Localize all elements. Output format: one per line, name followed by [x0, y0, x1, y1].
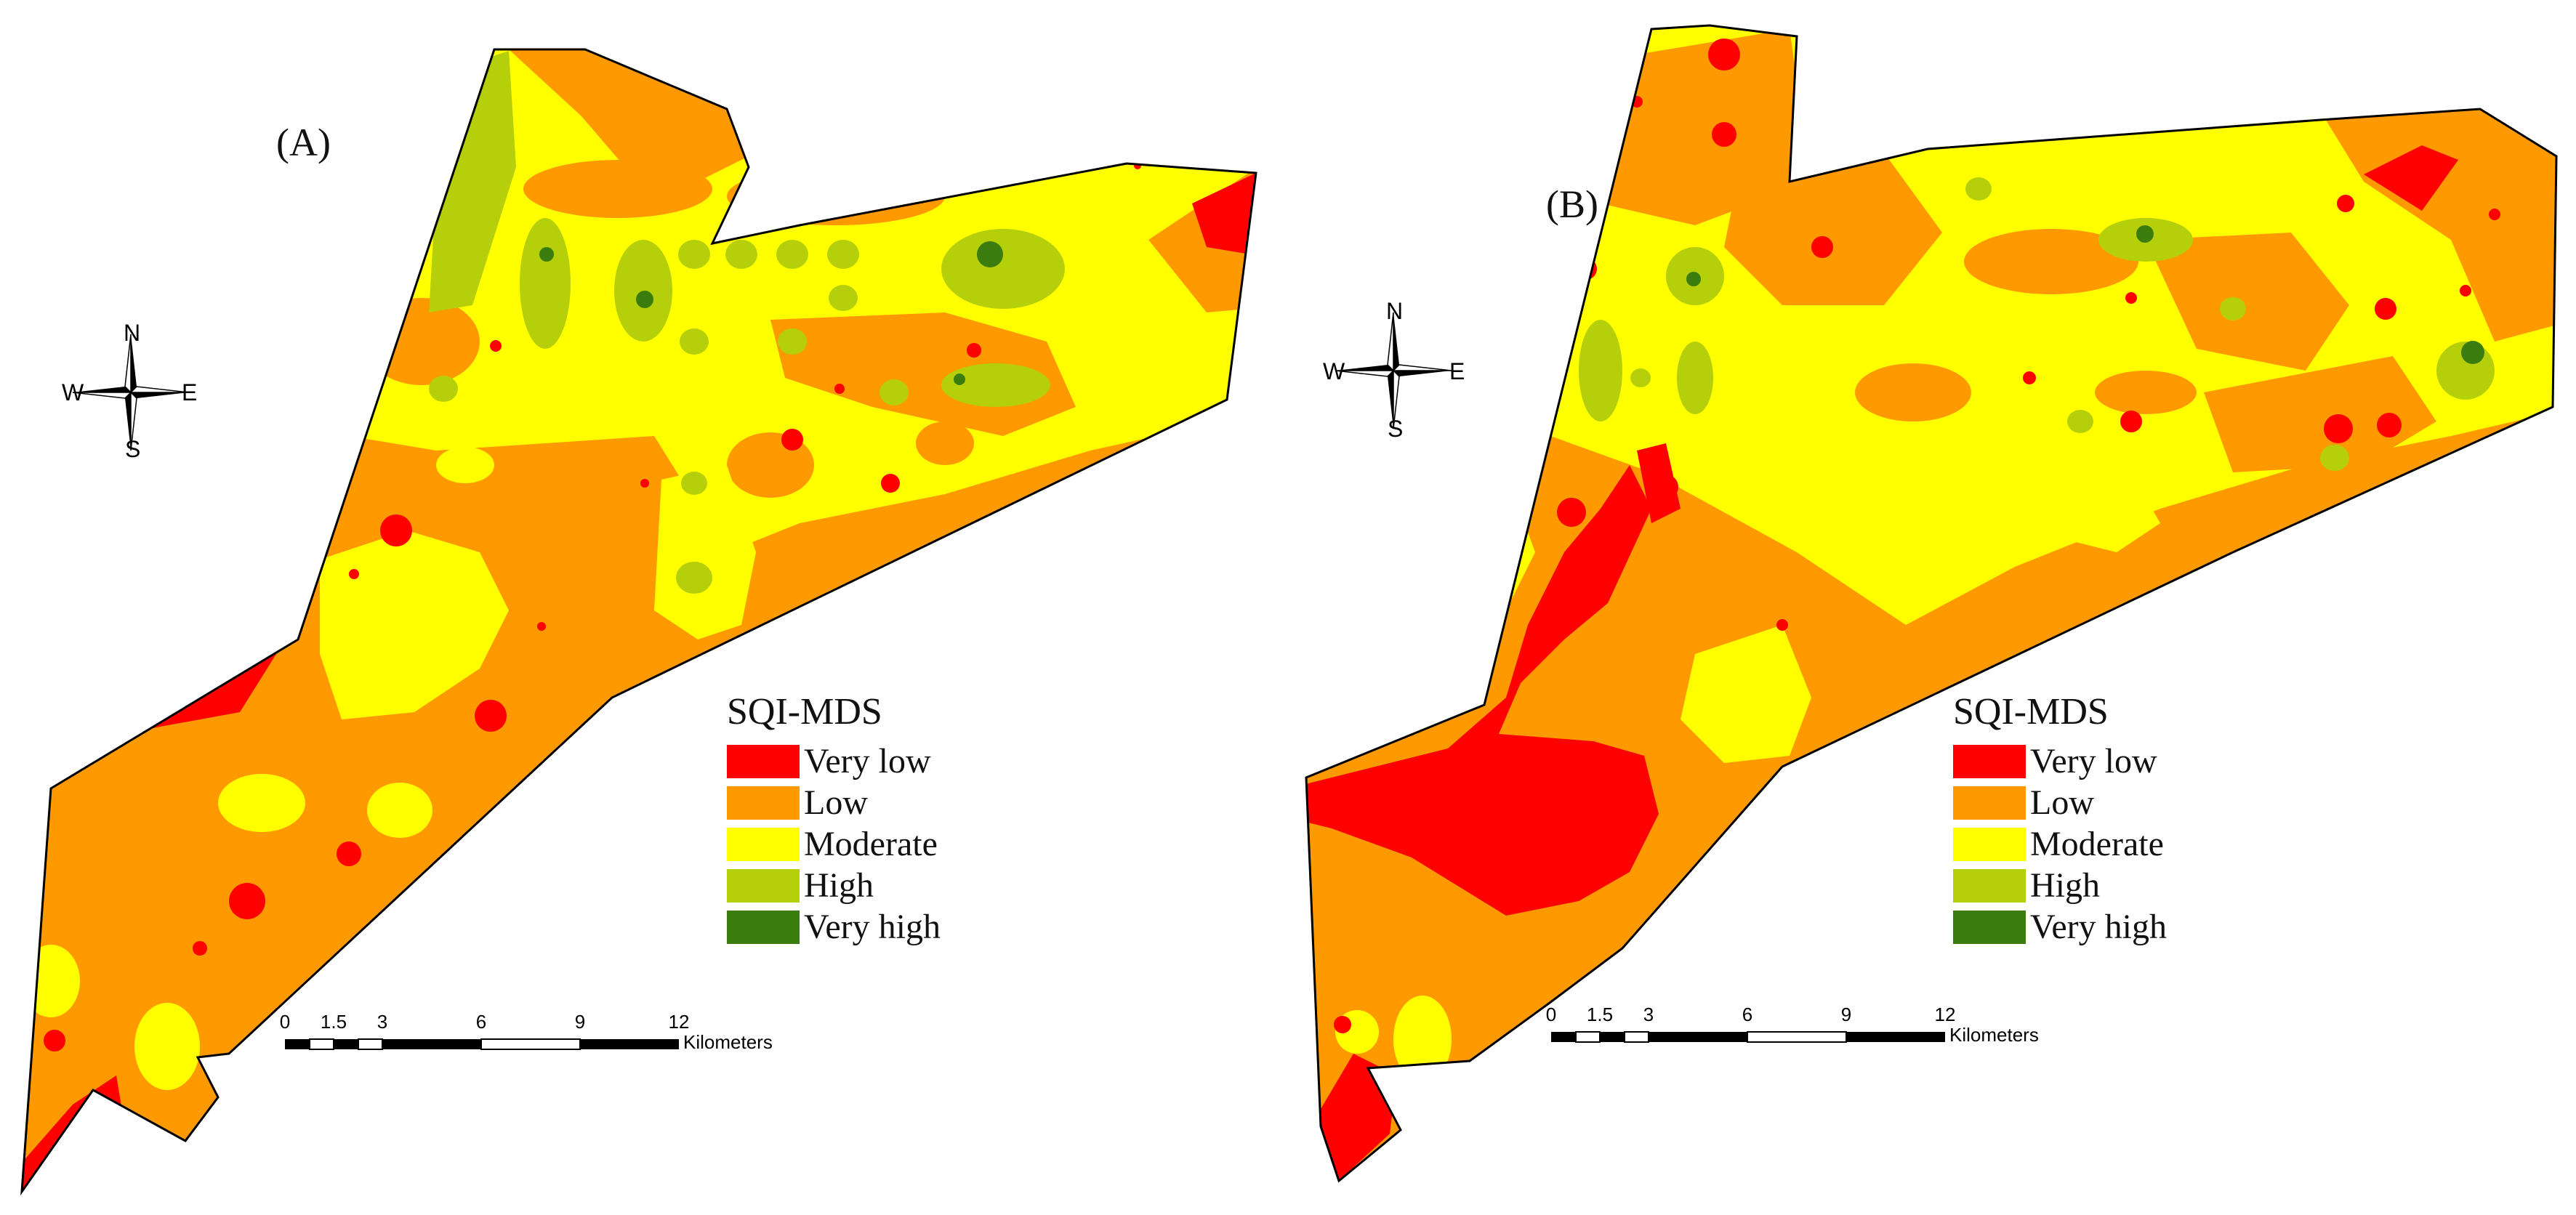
- legend-item-very-low: Very low: [727, 740, 941, 782]
- map-panel-b: (B) N S E W SQI-MDS Very low Low Moderat…: [1288, 0, 2576, 1215]
- compass-label-n: N: [124, 320, 141, 346]
- compass-label-s: S: [125, 436, 141, 462]
- scale-tick-label: 9: [1841, 1004, 1851, 1025]
- legend-swatch: [1953, 910, 2026, 944]
- scale-tick-label: 12: [1935, 1004, 1956, 1025]
- legend-swatch: [1953, 744, 2026, 778]
- scale-tick-label: 6: [1742, 1004, 1752, 1025]
- soil-quality-map-b: [1305, 24, 2558, 1183]
- compass-label-w: W: [1323, 358, 1345, 384]
- compass-label-w: W: [62, 379, 84, 405]
- legend-item-very-high: Very high: [1953, 906, 2167, 948]
- legend-swatch: [727, 868, 800, 903]
- legend-label: Very low: [2030, 742, 2157, 780]
- compass-label-e: E: [182, 379, 198, 405]
- legend-item-low: Low: [727, 782, 941, 823]
- scale-bar-a: 0 1.5 3 6 9 12 Kilometers: [280, 1011, 773, 1053]
- legend-label: High: [804, 866, 874, 905]
- compass-label-n: N: [1386, 298, 1404, 324]
- scale-tick-label: 9: [575, 1011, 585, 1033]
- scale-tick-label: 12: [669, 1011, 690, 1033]
- scale-bar-b: 0 1.5 3 6 9 12 Kilometers: [1546, 1004, 2039, 1046]
- compass-label-s: S: [1388, 416, 1404, 442]
- legend-swatch: [1953, 827, 2026, 861]
- legend-swatch: [727, 744, 800, 778]
- scale-tick-label: 6: [476, 1011, 486, 1033]
- legend-item-low: Low: [1953, 782, 2167, 823]
- legend-label: Low: [804, 783, 868, 822]
- panel-label-b: (B): [1546, 182, 1598, 226]
- scale-tick-label: 1.5: [1587, 1004, 1613, 1025]
- legend-swatch: [1953, 868, 2026, 903]
- legend-title: SQI-MDS: [1953, 691, 2109, 732]
- map-a-boundary: [20, 48, 1257, 1196]
- legend-item-very-high: Very high: [727, 906, 941, 948]
- north-arrow-compass-rose-icon: [1335, 312, 1452, 429]
- legend-label: Very low: [804, 742, 931, 780]
- legend-item-high: High: [1953, 865, 2167, 906]
- legend-label: Very high: [2030, 908, 2167, 946]
- legend-a: SQI-MDS Very low Low Moderate High Very …: [727, 690, 941, 948]
- soil-quality-map-a: [20, 48, 1257, 1196]
- legend-item-very-low: Very low: [1953, 740, 2167, 782]
- scale-tick-label: 0: [280, 1011, 290, 1033]
- panel-label-a: (A): [276, 121, 331, 164]
- legend-swatch: [727, 910, 800, 944]
- north-arrow-compass-rose-icon: [72, 334, 190, 451]
- legend-item-high: High: [727, 865, 941, 906]
- compass-label-e: E: [1449, 358, 1465, 384]
- map-b-boundary: [1305, 24, 2558, 1183]
- legend-b: SQI-MDS Very low Low Moderate High Very …: [1953, 690, 2167, 948]
- legend-label: High: [2030, 866, 2100, 905]
- scale-tick-label: 0: [1546, 1004, 1556, 1025]
- legend-label: Moderate: [804, 825, 938, 863]
- scale-tick-label: 3: [377, 1011, 387, 1033]
- legend-label: Moderate: [2030, 825, 2164, 863]
- scale-unit-label: Kilometers: [1949, 1024, 2039, 1046]
- legend-title: SQI-MDS: [727, 691, 882, 732]
- legend-swatch: [1953, 786, 2026, 820]
- scale-unit-label: Kilometers: [683, 1031, 773, 1053]
- legend-label: Very high: [804, 908, 941, 946]
- scale-tick-label: 3: [1643, 1004, 1654, 1025]
- legend-swatch: [727, 827, 800, 861]
- scale-tick-label: 1.5: [321, 1011, 347, 1033]
- map-panel-a: (A) N S E W SQI-MDS Very low Low Moderat…: [20, 48, 1257, 1196]
- legend-item-moderate: Moderate: [1953, 823, 2167, 865]
- legend-item-moderate: Moderate: [727, 823, 941, 865]
- legend-label: Low: [2030, 783, 2094, 822]
- legend-swatch: [727, 786, 800, 820]
